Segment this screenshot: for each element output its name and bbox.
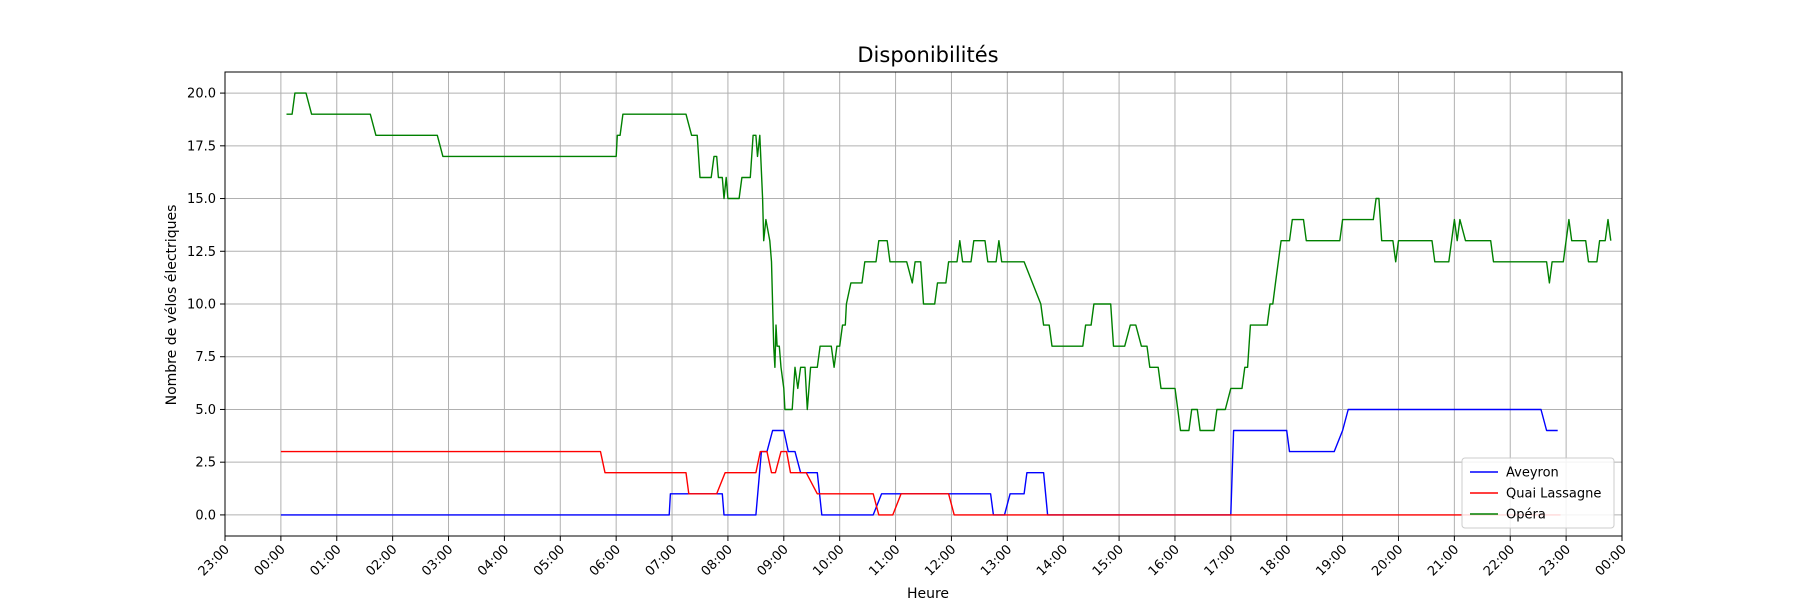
series-layer <box>280 92 1612 516</box>
x-tick-label: 01:00 <box>307 542 344 579</box>
x-tick-label: 20:00 <box>1369 542 1406 579</box>
y-tick-label: 12.5 <box>187 245 216 260</box>
x-tick-label: 04:00 <box>475 542 512 579</box>
y-tick-label: 17.5 <box>187 139 216 154</box>
y-tick-label: 2.5 <box>195 456 216 471</box>
x-tick-label: 23:00 <box>1537 542 1574 579</box>
x-tick-label: 12:00 <box>922 542 959 579</box>
x-tick-label: 22:00 <box>1481 542 1518 579</box>
x-tick-label: 14:00 <box>1034 542 1071 579</box>
x-tick-label: 00:00 <box>1593 542 1630 579</box>
x-tick-label: 00:00 <box>252 542 289 579</box>
x-tick-label: 15:00 <box>1090 542 1127 579</box>
legend-label-quai-lassagne: Quai Lassagne <box>1506 487 1601 502</box>
x-tick-label: 17:00 <box>1202 542 1239 579</box>
x-tick-label: 05:00 <box>531 542 568 579</box>
x-tick-label: 21:00 <box>1425 542 1462 579</box>
x-axis-label: Heure <box>907 586 949 600</box>
legend-label-opera: Opéra <box>1506 508 1546 523</box>
y-tick-label: 10.0 <box>187 298 216 313</box>
y-tick-label: 5.0 <box>195 403 216 418</box>
legend: Aveyron Quai Lassagne Opéra <box>1461 457 1615 529</box>
y-axis-label: Nombre de vélos électriques <box>164 205 180 406</box>
x-tick-label: 08:00 <box>699 542 736 579</box>
y-tick-label: 7.5 <box>195 350 216 365</box>
x-tick-label: 07:00 <box>643 542 680 579</box>
x-tick-label: 06:00 <box>587 542 624 579</box>
x-tick-label: 03:00 <box>419 542 456 579</box>
y-axis: 0.0 2.5 5.0 7.5 10.0 12.5 15.0 17.5 20.0 <box>187 87 225 523</box>
x-tick-label: 16:00 <box>1146 542 1183 579</box>
legend-box <box>1461 457 1615 529</box>
x-tick-label: 13:00 <box>978 542 1015 579</box>
x-tick-label: 11:00 <box>866 542 903 579</box>
series-line-opera <box>286 92 1612 432</box>
x-tick-label: 09:00 <box>755 542 792 579</box>
y-tick-label: 15.0 <box>187 192 216 207</box>
x-tick-label: 02:00 <box>363 542 400 579</box>
x-tick-label: 23:00 <box>196 542 233 579</box>
chart-title: Disponibilités <box>857 43 998 67</box>
y-tick-label: 20.0 <box>187 87 216 102</box>
series-line-quai-lassagne <box>280 450 1561 516</box>
x-tick-label: 10:00 <box>810 542 847 579</box>
y-tick-label: 0.0 <box>195 508 216 523</box>
x-axis: 23:00 00:00 01:00 02:00 03:00 04:00 05:00 06:00… <box>196 536 1630 579</box>
x-tick-label: 19:00 <box>1313 542 1350 579</box>
x-tick-label: 18:00 <box>1257 542 1294 579</box>
legend-label-aveyron: Aveyron <box>1506 466 1559 481</box>
